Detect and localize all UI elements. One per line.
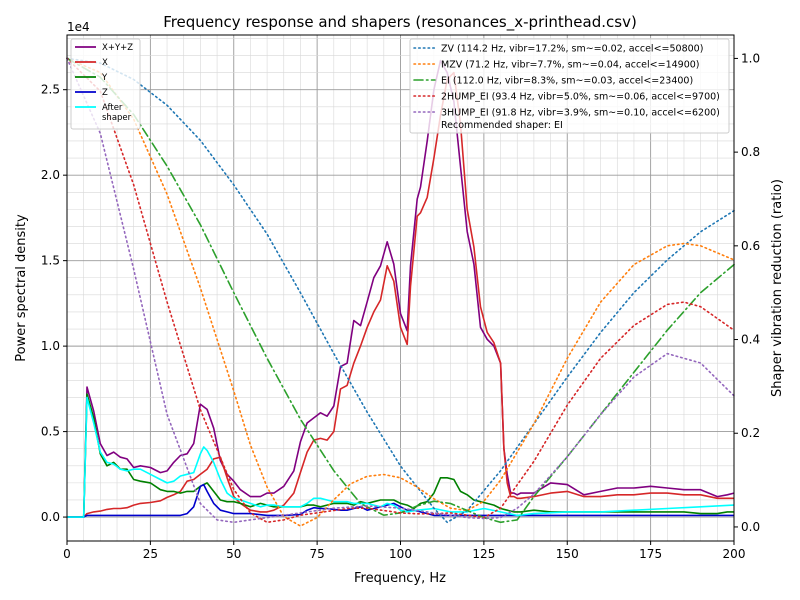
shaper-line-4 bbox=[66, 57, 735, 524]
psd-legend-label: Z bbox=[102, 88, 108, 98]
y-offset-label: 1e4 bbox=[67, 20, 90, 34]
shaper-series-lines bbox=[66, 57, 735, 527]
recommended-shaper-text: Recommended shaper: EI bbox=[441, 120, 563, 131]
shaper-line-0 bbox=[66, 57, 735, 524]
x-tick-label: 0 bbox=[63, 547, 71, 561]
right-y-axis-label: Shaper vibration reduction (ratio) bbox=[770, 179, 785, 397]
y-tick-label: 1.5 bbox=[41, 254, 60, 268]
psd-line-1 bbox=[67, 71, 734, 518]
x-tick-label: 175 bbox=[639, 547, 662, 561]
psd-line-4 bbox=[67, 396, 735, 518]
right-y-tick-label: 0.6 bbox=[741, 239, 760, 253]
x-tick-label: 100 bbox=[389, 547, 412, 561]
right-y-tick-label: 0.8 bbox=[741, 145, 760, 159]
shaper-legend-label: EI (112.0 Hz, vibr=8.3%, sm~=0.03, accel… bbox=[441, 76, 693, 87]
psd-legend-label: shaper bbox=[102, 113, 132, 123]
y-tick-label: 0.5 bbox=[41, 425, 60, 439]
x-tick-label: 75 bbox=[309, 547, 324, 561]
y-tick-label: 2.0 bbox=[41, 168, 60, 182]
shaper-legend-label: 3HUMP_EI (91.8 Hz, vibr=3.9%, sm~=0.10, … bbox=[441, 108, 720, 119]
x-tick-label: 125 bbox=[472, 547, 495, 561]
psd-line-0 bbox=[67, 59, 735, 518]
psd-line-2 bbox=[67, 393, 734, 518]
y-axis-label: Power spectral density bbox=[14, 214, 29, 362]
shaper-line-3 bbox=[66, 57, 735, 524]
shaper-legend-label: ZV (114.2 Hz, vibr=17.2%, sm~=0.02, acce… bbox=[441, 44, 703, 55]
y-tick-label: 1.0 bbox=[41, 339, 60, 353]
x-axis-label: Frequency, Hz bbox=[354, 571, 446, 586]
psd-series-lines bbox=[67, 59, 735, 518]
x-tick-label: 50 bbox=[226, 547, 241, 561]
psd-legend-label: After bbox=[102, 103, 123, 113]
shaper-legend: ZV (114.2 Hz, vibr=17.2%, sm~=0.02, acce… bbox=[409, 38, 730, 134]
right-y-tick-label: 0.4 bbox=[741, 333, 760, 347]
y-tick-label: 2.5 bbox=[41, 83, 60, 97]
chart-title: Frequency response and shapers (resonanc… bbox=[163, 13, 637, 32]
x-axis-ticks: 0 25 50 75 100 125 150 175 200 bbox=[63, 541, 745, 561]
shaper-legend-frame bbox=[409, 38, 730, 134]
shaper-line-2 bbox=[66, 57, 735, 524]
shaper-line-1 bbox=[66, 57, 735, 527]
shaper-legend-label: MZV (71.2 Hz, vibr=7.7%, sm~=0.04, accel… bbox=[441, 60, 700, 71]
x-tick-label: 25 bbox=[143, 547, 158, 561]
psd-line-3 bbox=[67, 483, 734, 518]
right-y-tick-label: 0.2 bbox=[741, 426, 760, 440]
psd-legend-label: X+Y+Z bbox=[102, 43, 133, 53]
shaper-legend-label: 2HUMP_EI (93.4 Hz, vibr=5.0%, sm~=0.06, … bbox=[441, 92, 720, 103]
psd-legend-label: X bbox=[102, 58, 108, 68]
y-tick-label: 0.0 bbox=[41, 510, 60, 524]
psd-legend-label: Y bbox=[101, 73, 108, 83]
right-y-tick-label: 1.0 bbox=[741, 51, 760, 65]
right-y-tick-label: 0.0 bbox=[741, 520, 760, 534]
right-y-axis-ticks: 0.0 0.2 0.4 0.6 0.8 1.0 bbox=[734, 51, 760, 534]
y-axis-ticks: 0.0 0.5 1.0 1.5 2.0 2.5 bbox=[41, 83, 67, 524]
x-tick-label: 150 bbox=[556, 547, 579, 561]
x-tick-label: 200 bbox=[723, 547, 746, 561]
